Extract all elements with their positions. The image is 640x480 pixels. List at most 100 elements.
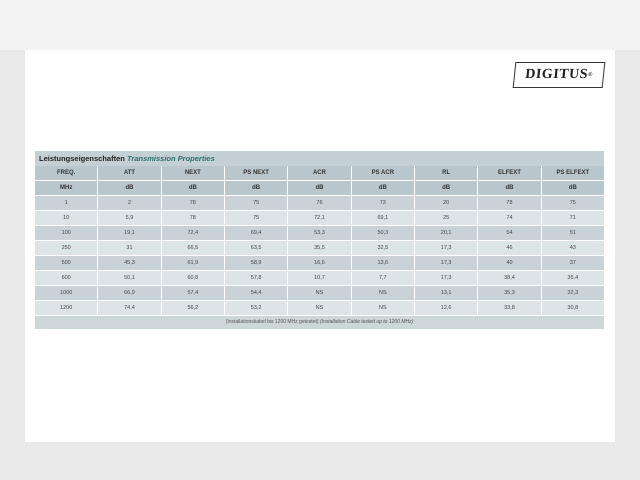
table-cell: 500: [35, 256, 99, 271]
table-cell: 76: [288, 196, 352, 211]
table-cell: 53,2: [224, 301, 289, 316]
table-cell: 75: [541, 196, 604, 211]
table-cell: 100: [35, 226, 99, 241]
table-cell: 72,1: [288, 211, 352, 226]
table-cell: 72,4: [161, 226, 225, 241]
table-cell: 78: [161, 196, 225, 211]
table-cell: 600: [35, 271, 99, 286]
table-cell: 32,3: [541, 286, 604, 301]
table-cell: 56,2: [161, 301, 225, 316]
table-cell: 63,5: [224, 241, 289, 256]
table-cell: 32,5: [351, 241, 415, 256]
table-cell: 10,7: [288, 271, 352, 286]
table-cell: 45,3: [98, 256, 162, 271]
table-cell: 38,4: [478, 271, 542, 286]
table-cell: 50,3: [351, 226, 415, 241]
table-row: 100 19,1 72,4 69,4 53,3 50,3 20,1 54 51: [35, 226, 604, 241]
unit-cell: dB: [541, 181, 604, 196]
table-cell: 35,3: [478, 286, 542, 301]
table-cell: 75: [224, 196, 289, 211]
column-header: RL: [414, 166, 479, 181]
units-row: MHz dB dB dB dB dB dB dB dB: [35, 181, 604, 196]
table-cell: 19,1: [98, 226, 162, 241]
table-cell: 57,8: [224, 271, 289, 286]
table-cell: 25: [414, 211, 479, 226]
table-cell: 78: [478, 196, 542, 211]
unit-cell: dB: [351, 181, 415, 196]
table-cell: 37: [541, 256, 604, 271]
column-header: FREQ.: [35, 166, 99, 181]
table-cell: 54: [478, 226, 542, 241]
table-cell: NS: [288, 286, 352, 301]
table-cell: 20,1: [414, 226, 479, 241]
table-cell: 71: [541, 211, 604, 226]
table-cell: 7,7: [351, 271, 415, 286]
table-cell: 73: [351, 196, 415, 211]
table-cell: NS: [351, 301, 415, 316]
table-cell: 60,8: [161, 271, 225, 286]
table-cell: 12,6: [414, 301, 479, 316]
unit-cell: dB: [161, 181, 225, 196]
table-cell: 250: [35, 241, 99, 256]
footnote-en: (Installation Cable tested up to 1200 MH…: [319, 319, 414, 325]
table-cell: 54,4: [224, 286, 289, 301]
table-row: 1000 66,9 57,4 54,4 NS NS 13,1 35,3 32,3: [35, 286, 604, 301]
table-cell: 17,3: [414, 241, 479, 256]
title-de: Leistungseigenschaften: [39, 154, 125, 163]
table-cell: 51: [541, 226, 604, 241]
table-row: 1 2 78 75 76 73 20 78 75: [35, 196, 604, 211]
table-cell: 33,8: [478, 301, 542, 316]
column-header: PS ACR: [351, 166, 415, 181]
table-cell: 17,3: [414, 256, 479, 271]
table-cell: 13,1: [414, 286, 479, 301]
table-cell: 66,5: [161, 241, 225, 256]
table-cell: 78: [161, 211, 225, 226]
unit-cell: dB: [98, 181, 162, 196]
table-row: 1200 74,4 56,2 53,2 NS NS 12,6 33,8 30,8: [35, 301, 604, 316]
transmission-properties-table: Leistungseigenschaften Transmission Prop…: [35, 151, 604, 329]
table-cell: 13,6: [351, 256, 415, 271]
table-row: 10 5,9 78 75 72,1 69,1 25 74 71: [35, 211, 604, 226]
table-cell: 53,3: [288, 226, 352, 241]
table-cell: 1: [35, 196, 99, 211]
column-header: NEXT: [161, 166, 225, 181]
table-row: 250 31 66,5 63,5 35,5 32,5 17,3 46 43: [35, 241, 604, 256]
table-cell: 69,4: [224, 226, 289, 241]
table-cell: 61,9: [161, 256, 225, 271]
table-row: 500 45,3 61,9 58,9 16,6 13,6 17,3 40 37: [35, 256, 604, 271]
table-title: Leistungseigenschaften Transmission Prop…: [35, 151, 604, 166]
unit-cell: MHz: [35, 181, 99, 196]
footnote: (Installationskabel bis 1200 MHz geteste…: [35, 316, 604, 329]
column-header: ATT: [98, 166, 162, 181]
column-header: PS NEXT: [224, 166, 289, 181]
table-cell: 40: [478, 256, 542, 271]
table-cell: 17,3: [414, 271, 479, 286]
table-cell: 50,1: [98, 271, 162, 286]
table-cell: 5,9: [98, 211, 162, 226]
table-cell: 74,4: [98, 301, 162, 316]
header-row: FREQ. ATT NEXT PS NEXT ACR PS ACR RL ELFEXT PS E…: [35, 166, 604, 181]
column-header: ACR: [288, 166, 352, 181]
table-cell: 31: [98, 241, 162, 256]
unit-cell: dB: [478, 181, 542, 196]
table-cell: 16,6: [288, 256, 352, 271]
table-cell: 30,8: [541, 301, 604, 316]
footnote-de: (Installationskabel bis 1200 MHz geteste…: [225, 319, 319, 325]
table-cell: 1200: [35, 301, 99, 316]
column-header: ELFEXT: [478, 166, 542, 181]
title-en: Transmission Properties: [126, 154, 215, 163]
table-cell: 57,4: [161, 286, 225, 301]
table-cell: 20: [414, 196, 479, 211]
unit-cell: dB: [288, 181, 352, 196]
table-cell: 74: [478, 211, 542, 226]
digitus-logo: DIGITUS ®: [512, 62, 606, 88]
table-cell: 58,9: [224, 256, 289, 271]
table-cell: NS: [288, 301, 352, 316]
table-cell: 69,1: [351, 211, 415, 226]
logo-text: DIGITUS: [524, 67, 589, 82]
unit-cell: dB: [414, 181, 479, 196]
table-cell: 35,5: [288, 241, 352, 256]
table-cell: 35,4: [541, 271, 604, 286]
table-cell: 2: [98, 196, 162, 211]
table-cell: 75: [224, 211, 289, 226]
